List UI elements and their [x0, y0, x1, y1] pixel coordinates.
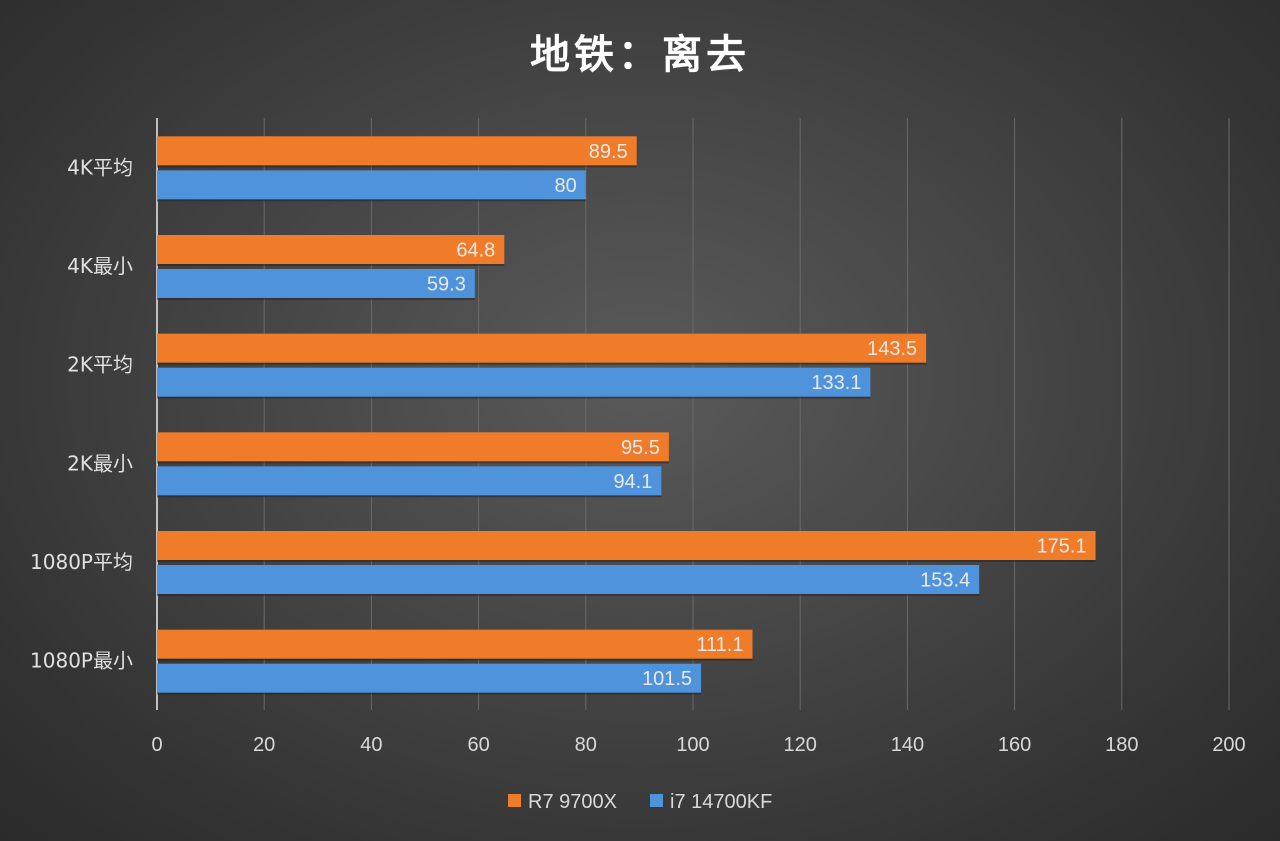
- x-tick-label: 20: [253, 734, 275, 756]
- category-label: 4K最小: [67, 254, 133, 278]
- bar-r7-9700x: [157, 432, 669, 462]
- x-tick-label: 80: [575, 734, 597, 756]
- data-label: 59.3: [427, 274, 466, 296]
- chart-title: 地铁：离去: [530, 32, 750, 78]
- category-label: 4K平均: [67, 155, 133, 179]
- x-tick-label: 60: [467, 734, 489, 756]
- data-label: 153.4: [920, 570, 970, 592]
- bar-i7-14700kf: [157, 269, 475, 298]
- bar-i7-14700kf: [157, 663, 702, 693]
- legend-label: R7 9700X: [528, 791, 617, 813]
- legend-label: i7 14700KF: [670, 791, 772, 813]
- data-label: 175.1: [1036, 536, 1086, 558]
- bar-r7-9700x: [157, 136, 637, 166]
- x-tick-label: 120: [784, 734, 817, 756]
- data-label: 64.8: [456, 240, 495, 262]
- x-tick-label: 40: [360, 734, 382, 756]
- data-label: 95.5: [621, 437, 660, 459]
- legend-swatch: [650, 794, 663, 807]
- bar-r7-9700x: [157, 531, 1096, 560]
- bar-r7-9700x: [157, 235, 505, 264]
- x-tick-label: 160: [998, 734, 1031, 756]
- bar-i7-14700kf: [157, 170, 586, 200]
- bar-r7-9700x: [157, 629, 753, 659]
- data-label: 111.1: [696, 634, 743, 656]
- x-tick-label: 140: [891, 734, 924, 756]
- bar-i7-14700kf: [157, 565, 980, 594]
- x-tick-label: 180: [1105, 734, 1138, 756]
- data-label: 101.5: [642, 668, 692, 690]
- x-tick-label: 0: [151, 734, 162, 756]
- x-tick-label: 100: [676, 734, 709, 756]
- category-label: 2K平均: [67, 353, 133, 377]
- legend-swatch: [508, 794, 521, 807]
- data-label: 80: [555, 175, 577, 197]
- category-label: 2K最小: [67, 451, 133, 475]
- data-label: 89.5: [589, 141, 628, 163]
- bar-i7-14700kf: [157, 466, 662, 496]
- category-label: 1080P平均: [30, 550, 133, 574]
- category-label: 1080P最小: [30, 649, 133, 673]
- data-label: 143.5: [867, 338, 917, 360]
- data-label: 94.1: [613, 471, 652, 493]
- x-tick-label: 200: [1212, 734, 1245, 756]
- bar-r7-9700x: [157, 333, 927, 363]
- data-label: 133.1: [811, 372, 861, 394]
- bar-i7-14700kf: [157, 367, 871, 397]
